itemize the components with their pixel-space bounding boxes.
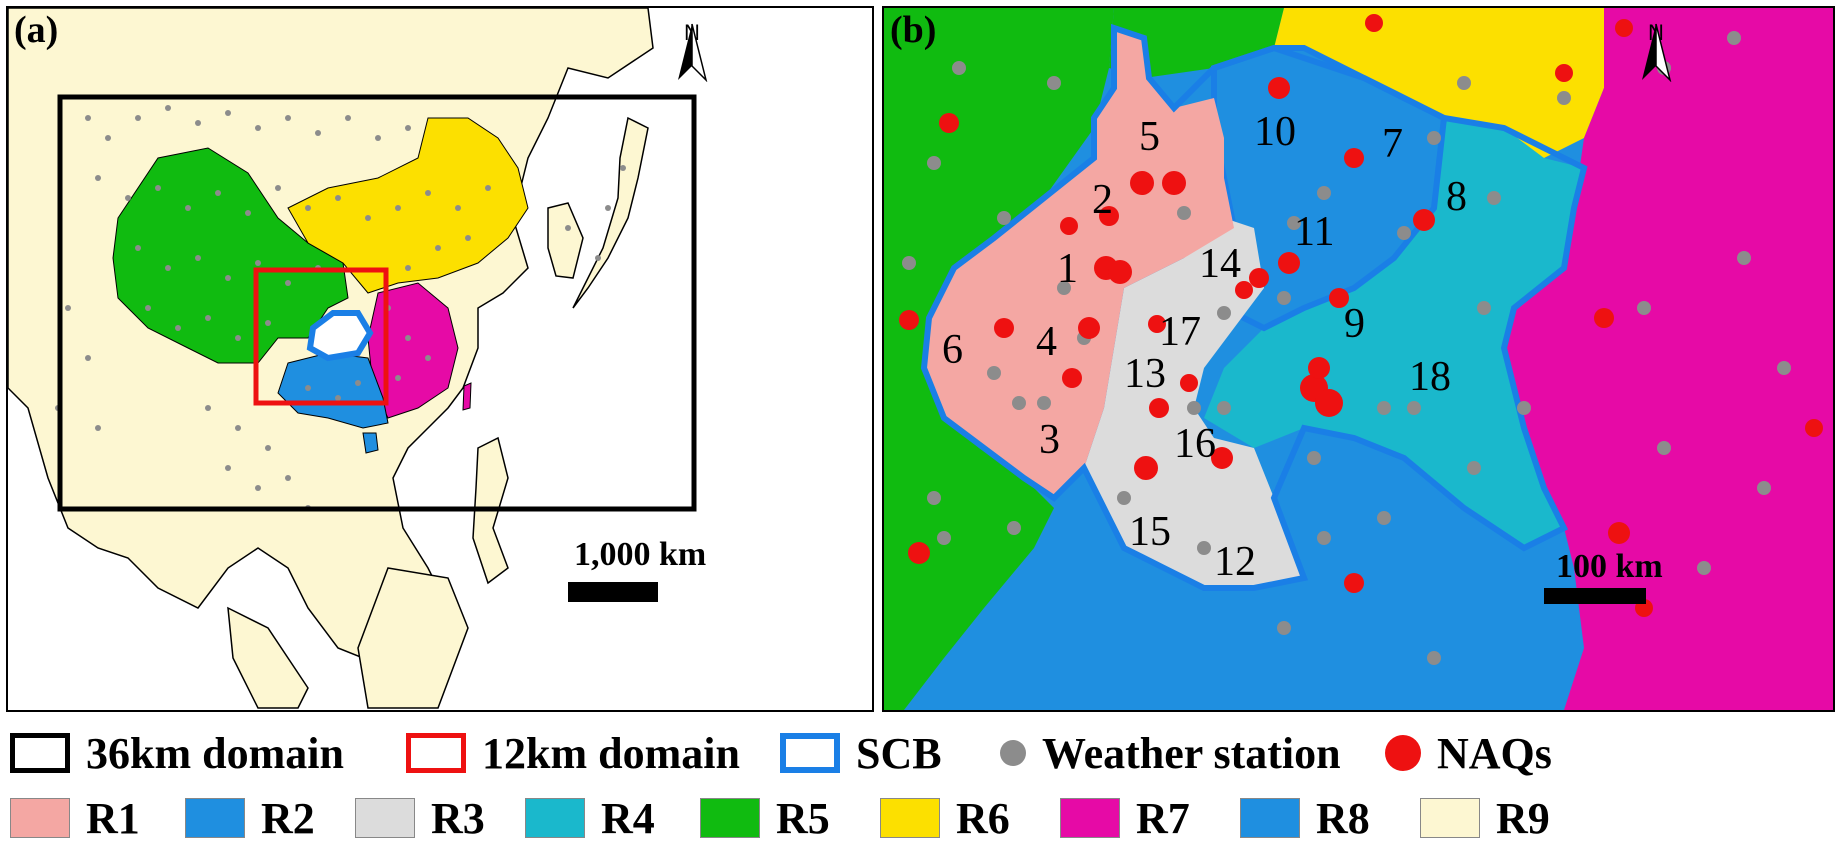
hainan — [362, 432, 379, 454]
legend-label-r1: R1 — [86, 793, 140, 843]
legend-swatch-r5 — [700, 798, 760, 838]
region-number: 17 — [1159, 309, 1201, 355]
legend-item-r5: R5 — [700, 788, 830, 848]
legend-label-r9: R9 — [1496, 793, 1550, 843]
scale-bar-a — [568, 582, 658, 602]
region-number: 6 — [942, 327, 963, 373]
china-r7 — [367, 282, 459, 419]
legend-swatch-r6 — [880, 798, 940, 838]
panel-b-label: (b) — [890, 9, 937, 51]
legend-label-naqs: NAQs — [1437, 728, 1552, 778]
legend-label-r6: R6 — [956, 793, 1010, 843]
region-number: 14 — [1199, 241, 1241, 287]
legend-item-r8: R8 — [1240, 788, 1370, 848]
region-number: 13 — [1124, 351, 1166, 397]
legend-item-r7: R7 — [1060, 788, 1190, 848]
scale-bar-b — [1544, 588, 1646, 604]
borneo — [357, 567, 469, 709]
taiwan — [462, 382, 472, 411]
scb-outline-b — [920, 23, 1588, 591]
north-arrow-a: N — [672, 22, 712, 112]
legend-label-r7: R7 — [1136, 793, 1190, 843]
region-r7 — [1504, 8, 1833, 710]
legend-swatch-r9 — [1420, 798, 1480, 838]
region-number: 1 — [1057, 246, 1078, 292]
legend-label-r4: R4 — [601, 793, 655, 843]
legend-item-r9: R9 — [1420, 788, 1550, 848]
legend-item-r3: R3 — [355, 788, 485, 848]
weather-station-icon — [1000, 740, 1026, 766]
legend-item-r1: R1 — [10, 788, 140, 848]
legend-label-r8: R8 — [1316, 793, 1370, 843]
scb-outline — [306, 310, 374, 362]
legend-swatch-36km — [10, 733, 70, 773]
legend-swatch-r1 — [10, 798, 70, 838]
legend-label-r5: R5 — [776, 793, 830, 843]
legend-item-36km: 36km domain — [10, 723, 344, 783]
map-panel-b: (b) N 1 2 3 4 5 6 7 8 9 10 11 12 13 14 1… — [882, 6, 1835, 712]
north-arrow-icon — [1642, 23, 1672, 82]
china-r6 — [287, 117, 529, 294]
legend-row-regions: R1 R2 R3 R4 R5 R6 R7 R8 — [0, 788, 1840, 858]
region-number: 18 — [1409, 354, 1451, 400]
north-arrow-b: N — [1636, 22, 1676, 112]
legend-item-naqs: NAQs — [1385, 723, 1552, 783]
region-number: 7 — [1382, 121, 1403, 167]
map-panel-a: (a) N 1,000 km — [6, 6, 874, 712]
legend-item-scb: SCB — [780, 723, 942, 783]
region-r5-north — [1109, 8, 1284, 78]
legend-label-12km: 12km domain — [482, 728, 740, 778]
legend-swatch-r8 — [1240, 798, 1300, 838]
scale-label-b: 100 km — [1556, 548, 1663, 585]
legend-item-r2: R2 — [185, 788, 315, 848]
domain-12km-box — [253, 267, 389, 406]
region-number: 4 — [1036, 319, 1057, 365]
korea — [547, 202, 584, 279]
legend-swatch-12km — [406, 733, 466, 773]
legend-swatch-r3 — [355, 798, 415, 838]
region-number: 3 — [1039, 417, 1060, 463]
panel-a-label: (a) — [14, 9, 59, 51]
legend-swatch-r2 — [185, 798, 245, 838]
legend-row-domains: 36km domain 12km domain SCB Weather stat… — [0, 718, 1840, 788]
legend-label-weather-station: Weather station — [1042, 728, 1341, 778]
naqs-icon — [1385, 735, 1421, 771]
weather-station-dots — [55, 105, 626, 511]
region-number: 8 — [1446, 174, 1467, 220]
region-number: 16 — [1174, 421, 1216, 467]
region-number: 12 — [1214, 539, 1256, 585]
north-arrow-icon — [678, 23, 708, 82]
region-number: 10 — [1254, 109, 1296, 155]
region-number: 2 — [1092, 177, 1113, 223]
legend-item-weather-station: Weather station — [1000, 723, 1341, 783]
region-r4 — [1204, 118, 1584, 548]
legend-label-scb: SCB — [856, 728, 942, 778]
legend-swatch-r4 — [525, 798, 585, 838]
legend-item-r6: R6 — [880, 788, 1010, 848]
region-number: 5 — [1139, 114, 1160, 160]
legend-swatch-scb — [780, 733, 840, 773]
legend-label-r2: R2 — [261, 793, 315, 843]
weather-station-dots-b — [902, 31, 1791, 665]
japan — [572, 116, 649, 309]
naqs-dots-b — [899, 14, 1823, 617]
east-asia-map — [8, 8, 697, 709]
legend-item-12km: 12km domain — [406, 723, 740, 783]
sumatra — [227, 606, 309, 709]
legend-label-36km: 36km domain — [86, 728, 344, 778]
scale-label-a: 1,000 km — [574, 536, 707, 573]
domain-36km-box — [57, 94, 697, 512]
region-number: 9 — [1344, 301, 1365, 347]
scb-detail-map — [884, 8, 1833, 710]
region-number: 15 — [1129, 509, 1171, 555]
legend-label-r3: R3 — [431, 793, 485, 843]
region-r1 — [924, 28, 1234, 498]
legend: 36km domain 12km domain SCB Weather stat… — [0, 718, 1840, 868]
region-number: 11 — [1294, 209, 1335, 255]
legend-swatch-r7 — [1060, 798, 1120, 838]
legend-item-r4: R4 — [525, 788, 655, 848]
